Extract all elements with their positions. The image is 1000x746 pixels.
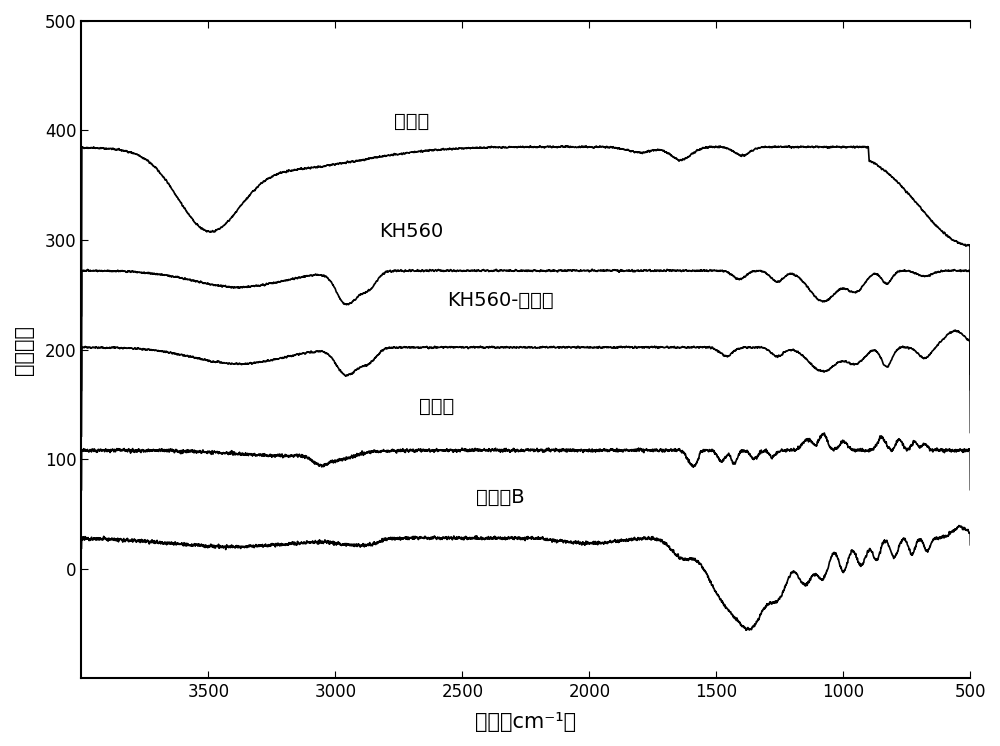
Text: 苯硕酸: 苯硕酸 <box>419 397 455 416</box>
X-axis label: 波长（cm⁻¹）: 波长（cm⁻¹） <box>475 712 576 732</box>
Text: KH560: KH560 <box>380 222 444 241</box>
Text: 钔酸钓B: 钔酸钓B <box>476 488 525 507</box>
Text: KH560-钔酸钓: KH560-钔酸钓 <box>447 291 554 310</box>
Text: 钔酸钓: 钔酸钓 <box>394 112 429 131</box>
Y-axis label: 相对强度: 相对强度 <box>14 325 34 374</box>
